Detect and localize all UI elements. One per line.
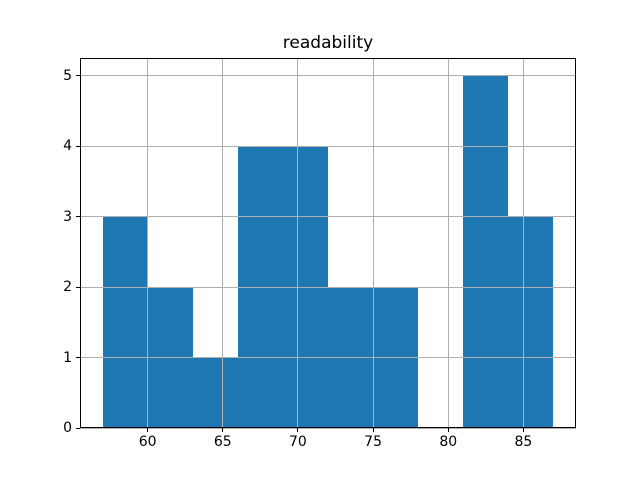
- y-axis-tick: [76, 216, 80, 218]
- x-tick-label: 85: [514, 434, 533, 450]
- y-axis-tick: [76, 75, 80, 77]
- histogram-bar: [102, 216, 148, 428]
- gridline-vertical: [447, 58, 449, 428]
- x-tick-label: 75: [364, 434, 382, 450]
- x-axis-tick: [447, 428, 449, 432]
- y-tick-label: 4: [63, 138, 72, 155]
- y-tick-label: 1: [63, 349, 72, 366]
- histogram-bar: [373, 287, 419, 428]
- histogram-bar: [508, 216, 554, 428]
- y-axis-tick: [76, 357, 80, 359]
- x-axis-tick: [522, 428, 524, 432]
- x-tick-label: 70: [289, 434, 307, 450]
- histogram-bar: [282, 146, 328, 428]
- histogram-bar: [328, 287, 374, 428]
- x-axis-tick: [222, 428, 224, 432]
- x-axis-tick: [147, 428, 149, 432]
- x-axis-tick: [372, 428, 374, 432]
- y-axis-tick: [76, 286, 80, 288]
- x-tick-label: 65: [213, 434, 232, 450]
- histogram-bar: [147, 287, 193, 428]
- histogram-bar: [463, 75, 509, 428]
- histogram-bar: [192, 357, 238, 428]
- y-tick-label: 2: [63, 279, 72, 296]
- y-tick-label: 3: [63, 208, 72, 225]
- x-tick-label: 60: [138, 434, 157, 450]
- chart-title: readability: [282, 33, 374, 53]
- y-tick-label: 5: [63, 67, 72, 84]
- x-tick-label: 80: [439, 434, 458, 450]
- y-axis-tick: [76, 145, 80, 147]
- y-axis-tick: [76, 427, 80, 429]
- histogram-bar: [237, 146, 283, 428]
- y-tick-label: 0: [63, 420, 72, 436]
- plot-area: [80, 58, 576, 429]
- x-axis-tick: [297, 428, 299, 432]
